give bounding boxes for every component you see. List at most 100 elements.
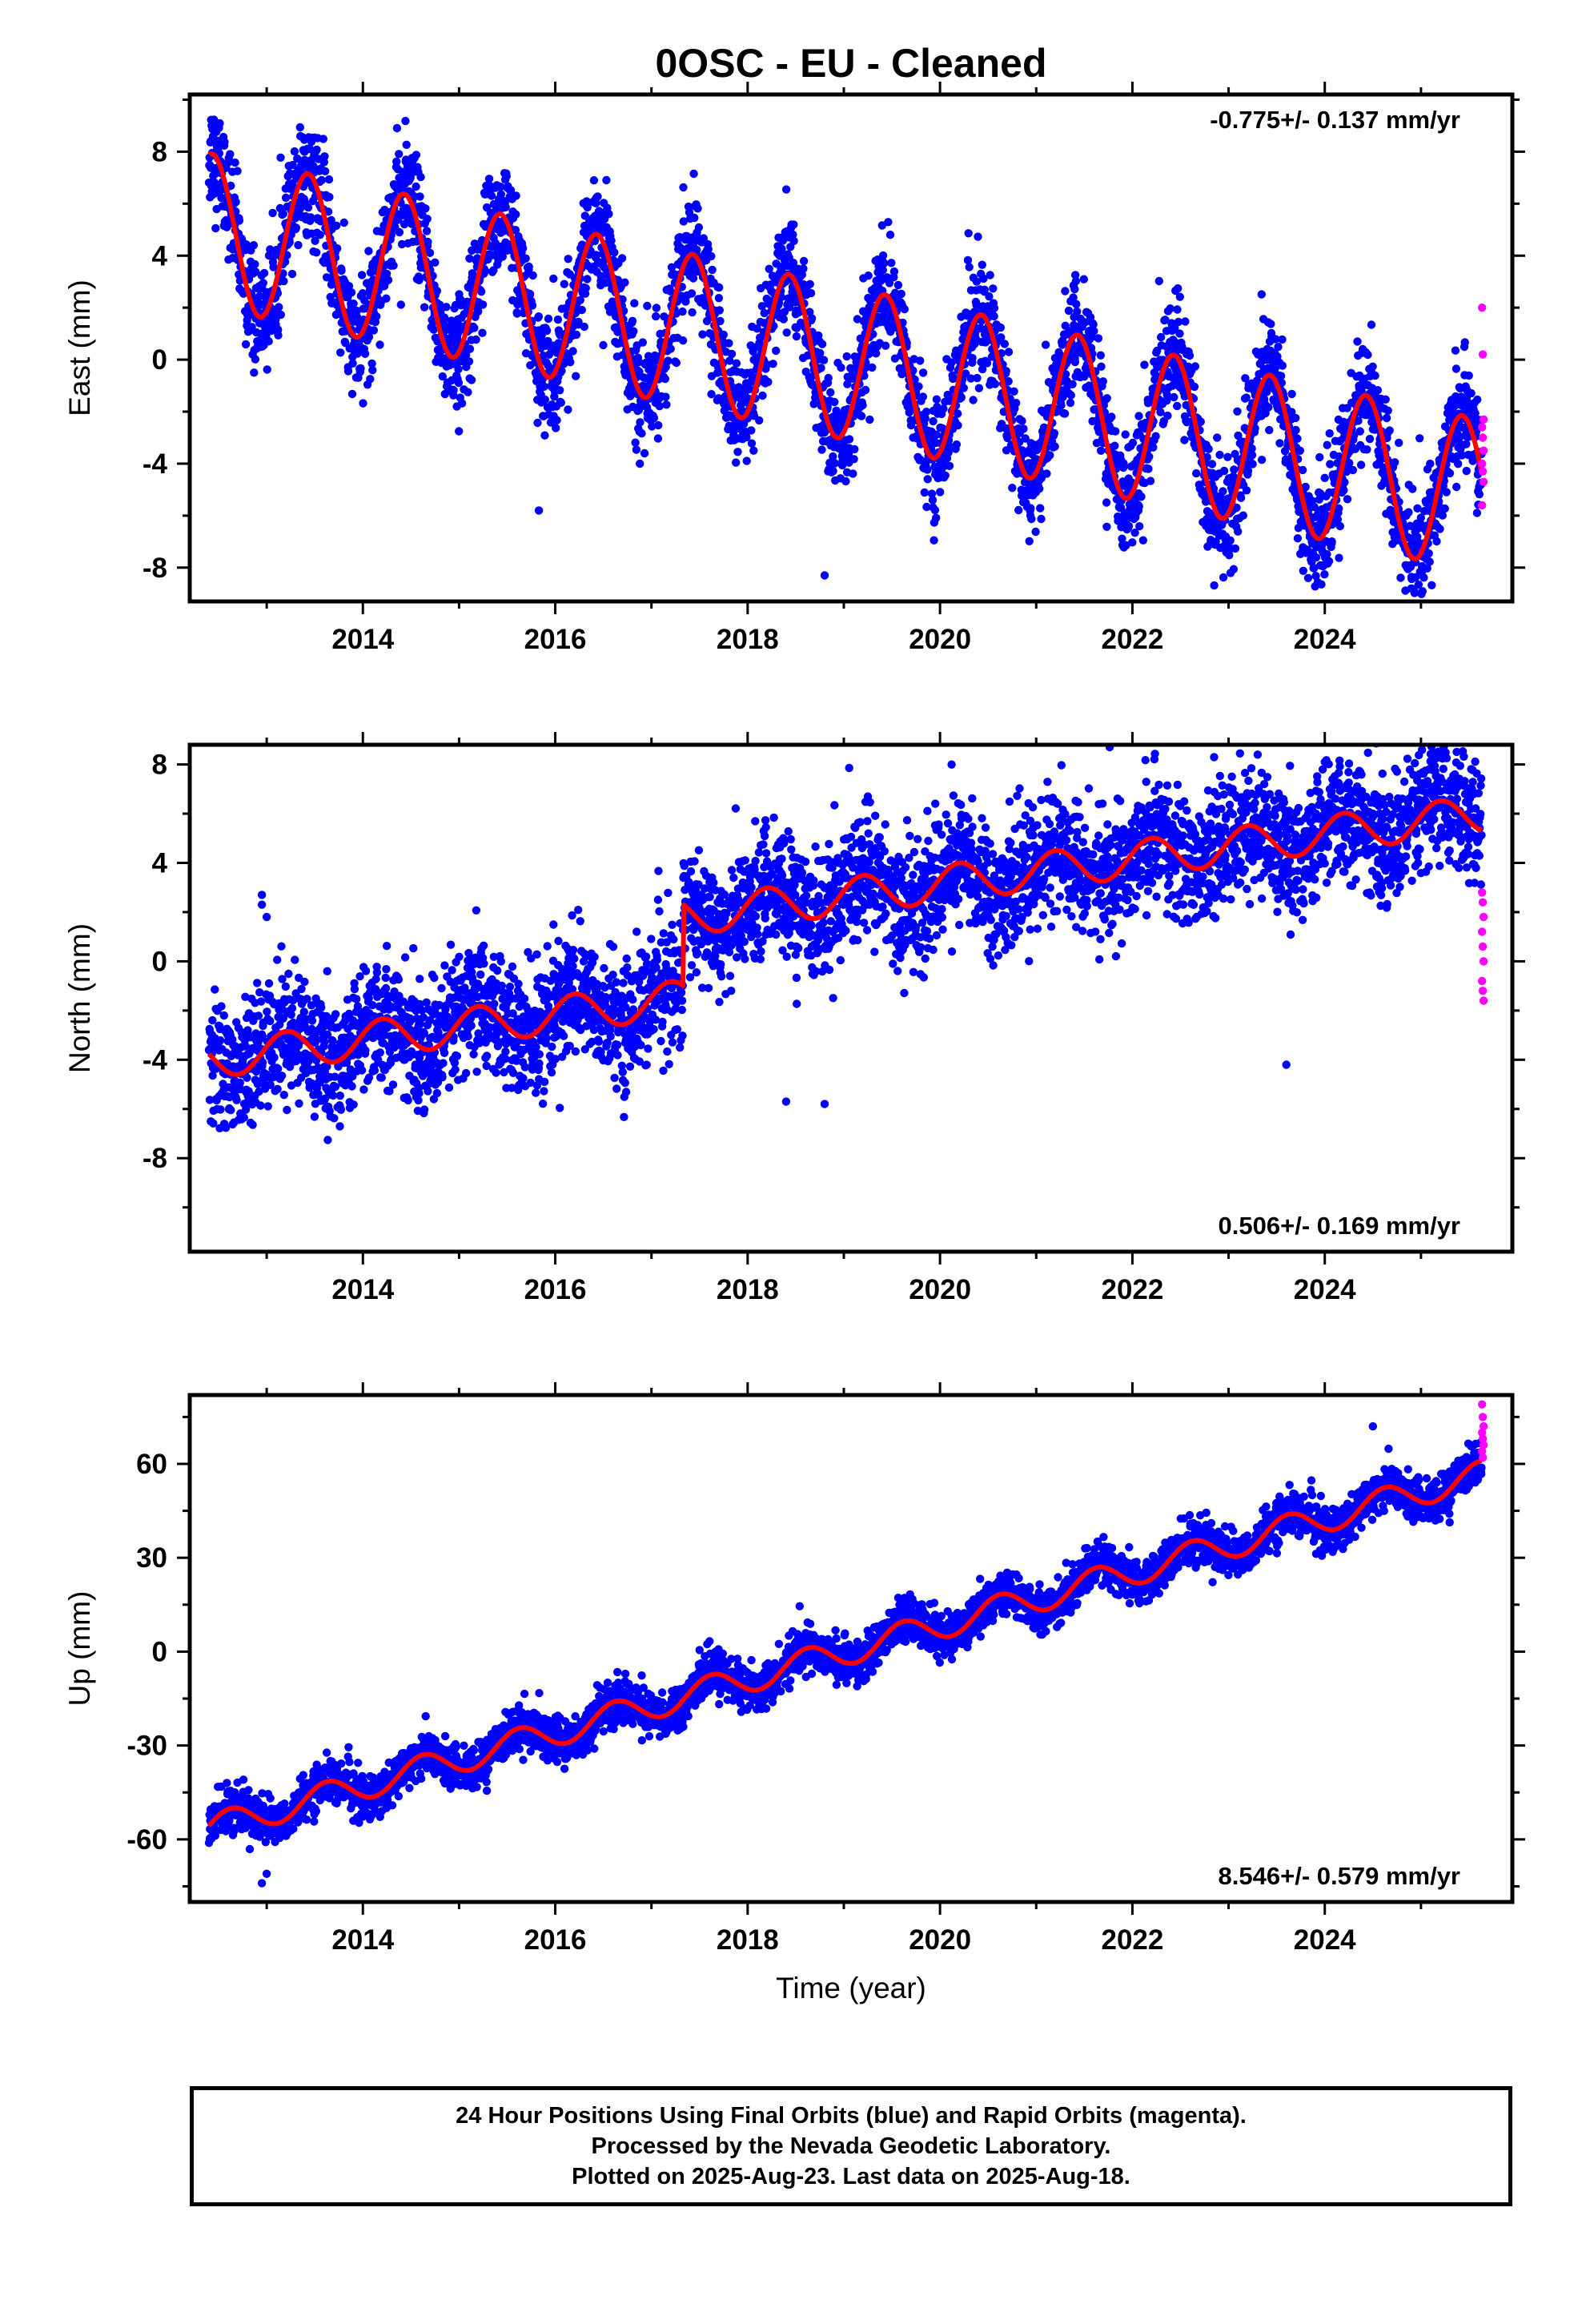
data-point [631, 438, 640, 447]
data-point [1026, 504, 1035, 513]
data-point [506, 186, 516, 195]
data-point [402, 140, 411, 149]
data-point [742, 456, 751, 465]
data-point [857, 412, 866, 420]
data-point [687, 289, 697, 298]
data-point [1154, 276, 1164, 286]
data-point [556, 386, 564, 395]
data-point [232, 1096, 241, 1105]
data-point [1050, 442, 1059, 451]
data-point [1404, 508, 1413, 517]
data-point [628, 316, 637, 325]
data-point [715, 306, 724, 315]
data-point [653, 434, 663, 443]
rapid-point [1478, 433, 1488, 442]
data-point [211, 985, 219, 994]
data-point [317, 1003, 326, 1012]
data-point [357, 271, 367, 279]
east-y-axis-label: East (mm) [63, 279, 96, 416]
data-point [372, 312, 381, 321]
data-point [521, 254, 530, 263]
data-point [1094, 334, 1103, 343]
data-point [782, 328, 791, 337]
data-point [1027, 514, 1036, 524]
data-point [326, 292, 335, 302]
data-point [317, 175, 326, 185]
data-point [449, 386, 458, 395]
data-point [725, 339, 733, 348]
data-point [749, 446, 758, 455]
data-point [858, 400, 867, 410]
data-point [227, 1106, 235, 1115]
data-point [1363, 350, 1372, 360]
data-point [667, 263, 677, 271]
data-point [344, 282, 354, 291]
data-point [1107, 412, 1116, 421]
data-point [805, 308, 814, 316]
rapid-point [1478, 467, 1488, 476]
data-point [564, 255, 572, 263]
data-point [540, 382, 548, 391]
data-point [442, 303, 451, 312]
data-point [275, 303, 283, 312]
data-point [332, 221, 341, 230]
data-point [714, 294, 724, 303]
data-point [881, 341, 890, 350]
data-point [1325, 429, 1334, 438]
data-point [264, 337, 273, 346]
data-point [1004, 348, 1014, 356]
data-point [1391, 458, 1399, 467]
data-point [1128, 438, 1138, 448]
data-point [889, 267, 899, 276]
data-point [707, 251, 716, 261]
data-point [957, 393, 966, 402]
data-point [1339, 486, 1348, 495]
data-point [1425, 557, 1434, 566]
data-point [525, 289, 535, 299]
data-point [1018, 416, 1026, 425]
data-point [1119, 459, 1128, 468]
data-point [1019, 424, 1028, 433]
data-point [1035, 485, 1044, 493]
data-point [327, 215, 335, 225]
data-point [880, 259, 889, 267]
data-point [219, 1011, 228, 1020]
data-point [861, 385, 870, 395]
data-point [1371, 371, 1379, 380]
data-point [632, 445, 641, 454]
data-point [320, 152, 329, 161]
data-point [560, 279, 568, 288]
data-point [270, 1053, 279, 1062]
data-point [1460, 338, 1469, 347]
data-point [630, 299, 639, 308]
data-point [303, 203, 313, 212]
data-point [1014, 505, 1023, 515]
data-point [921, 408, 931, 416]
data-point [273, 955, 282, 964]
data-point [1407, 603, 1415, 611]
data-point [769, 360, 777, 368]
data-point [1002, 367, 1010, 376]
data-point [1287, 389, 1296, 399]
data-point [652, 312, 661, 321]
data-point [283, 251, 291, 259]
data-point [661, 374, 669, 384]
data-point [454, 378, 464, 388]
data-point [1275, 439, 1284, 448]
data-point [312, 145, 321, 155]
data-point [470, 324, 479, 332]
data-point [1234, 527, 1243, 536]
data-point [826, 388, 835, 397]
data-point [436, 300, 444, 309]
data-point [557, 366, 566, 376]
north-final-orbit-points [204, 745, 1486, 1144]
data-point [978, 364, 987, 374]
rapid-point [1479, 446, 1488, 455]
data-point [1385, 426, 1394, 435]
data-point [1299, 566, 1308, 575]
data-point [533, 418, 542, 428]
data-point [1057, 400, 1066, 410]
data-point [990, 304, 999, 312]
data-point [806, 288, 816, 298]
data-point [263, 1007, 271, 1016]
